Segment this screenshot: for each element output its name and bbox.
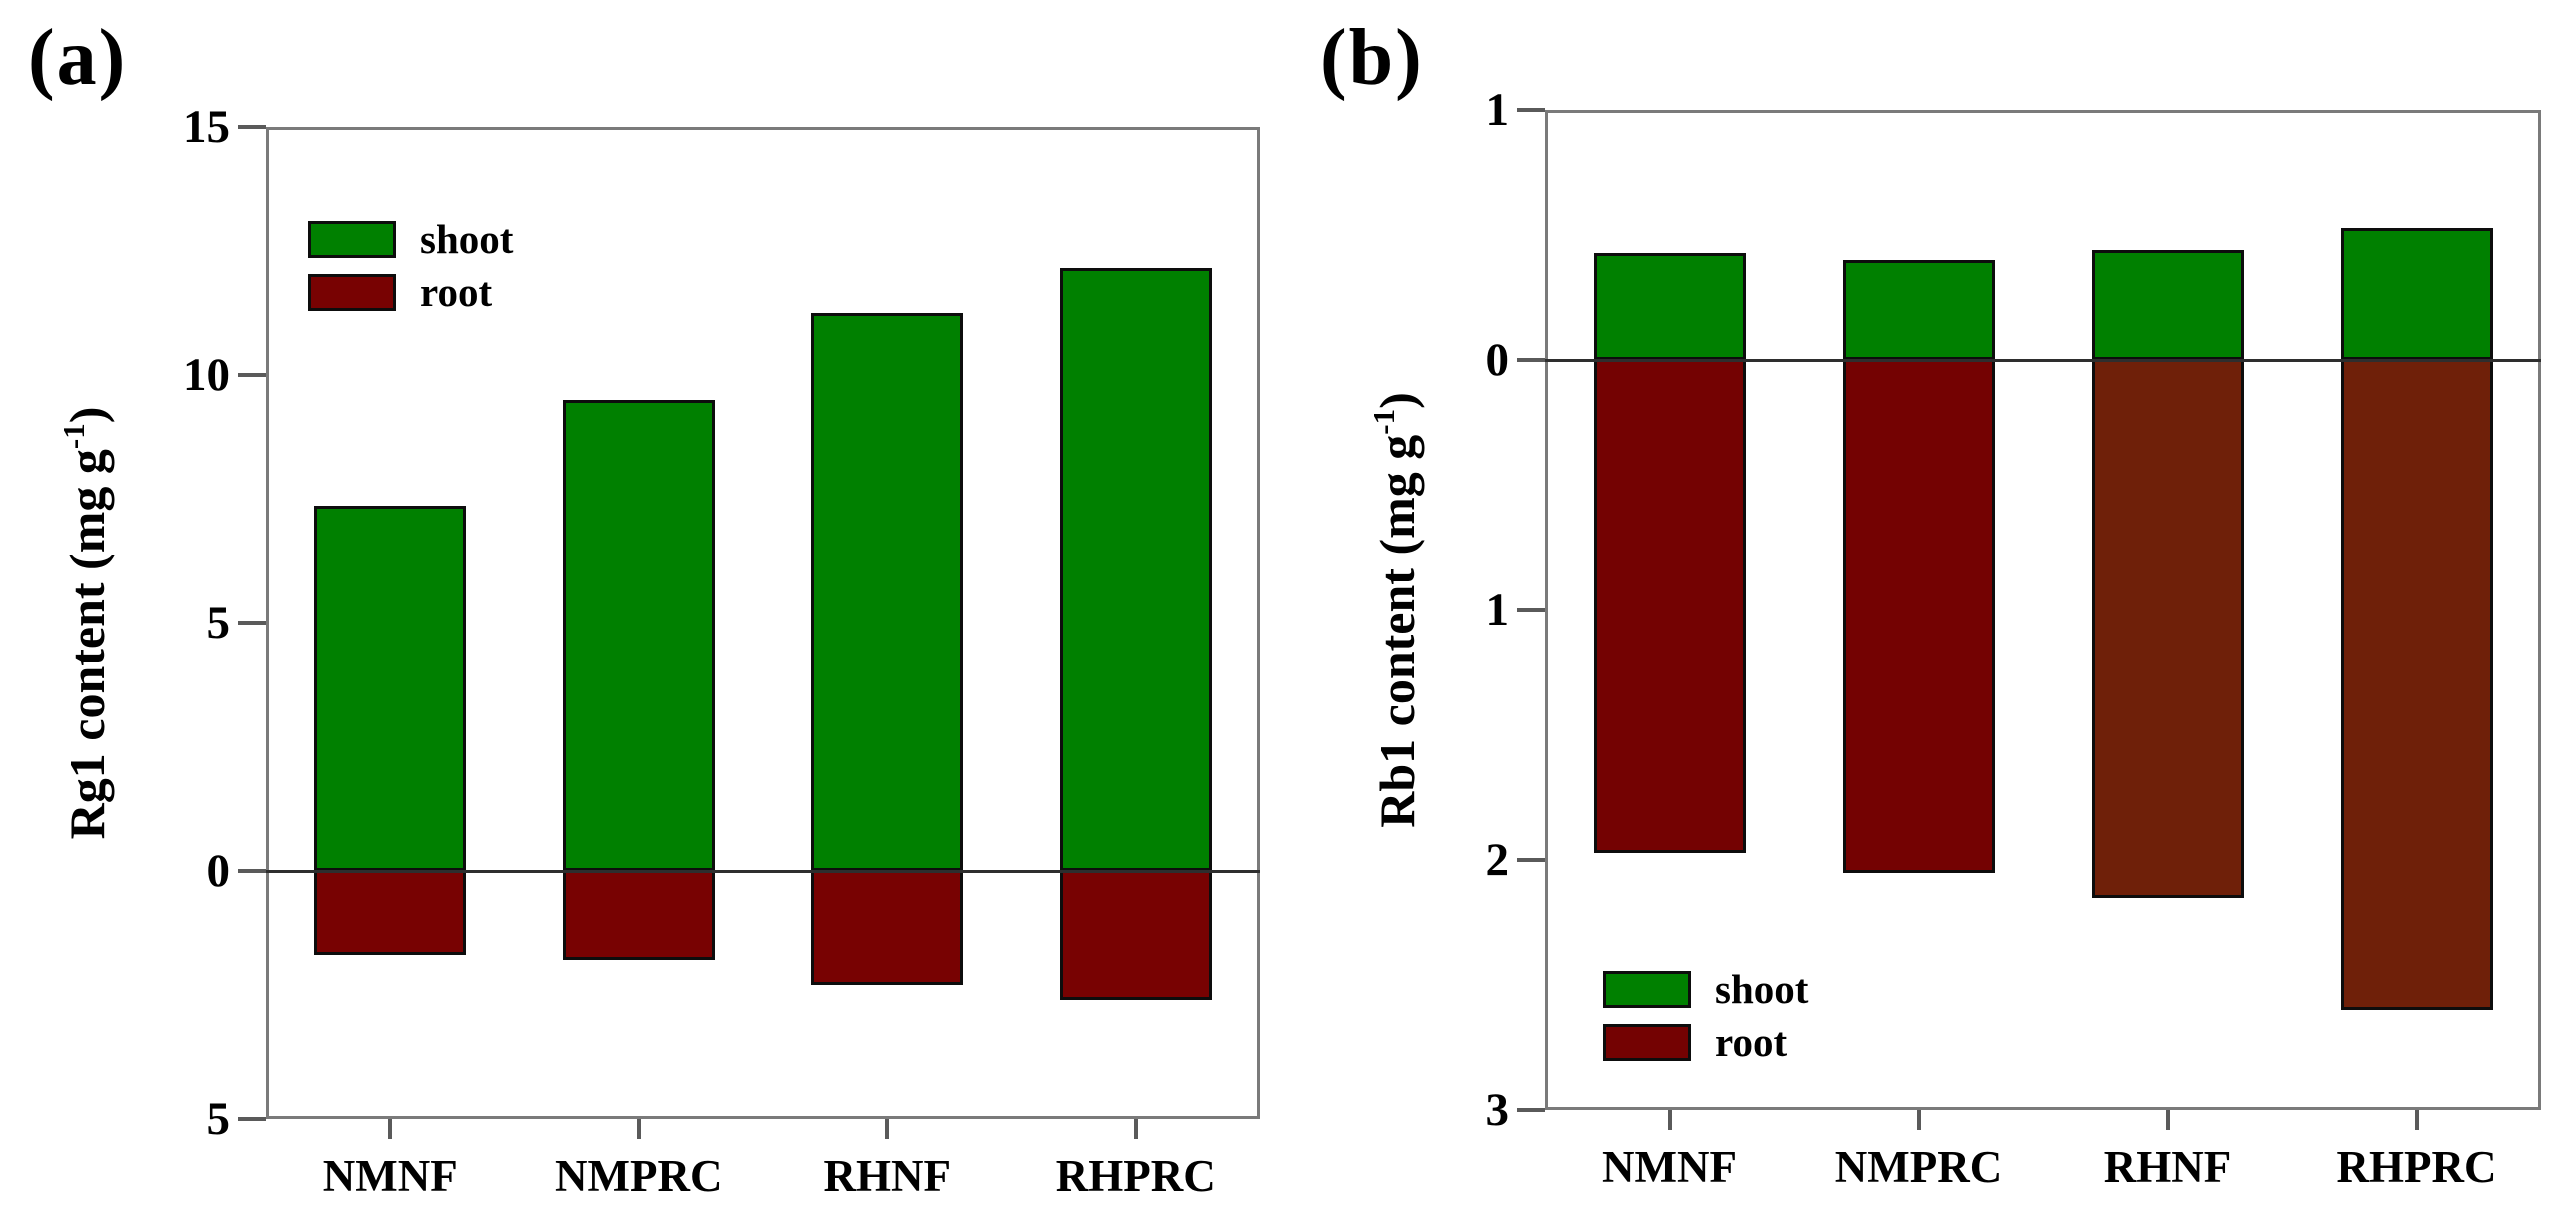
shoot-bar-NMNF <box>1593 252 1746 360</box>
legend-label-shoot: shoot <box>1715 966 1809 1012</box>
shoot-bar-NMNF <box>314 506 467 871</box>
shoot-bar-NMPRC <box>562 399 715 871</box>
x-category-label-RHNF: RHNF <box>823 1151 952 1201</box>
legend-label-shoot: shoot <box>420 216 514 262</box>
legend-row-shoot: shoot <box>308 213 513 266</box>
legend-row-root: root <box>1603 1016 1808 1069</box>
legend-swatch-shoot <box>1603 971 1691 1008</box>
shoot-bar-NMPRC <box>1842 260 1995 360</box>
legend-row-root: root <box>308 266 513 319</box>
y-tick-label: 10 <box>183 349 230 401</box>
y-axis-title-superscript: -1 <box>56 423 91 450</box>
x-tick-mark <box>1133 1119 1138 1139</box>
legend-swatch-shoot <box>308 221 396 258</box>
y-axis-title-close: ) <box>59 406 115 424</box>
x-category-label-NMPRC: NMPRC <box>555 1151 723 1201</box>
y-tick-mark <box>1517 1108 1545 1112</box>
y-tick-label: 1 <box>1485 84 1510 136</box>
y-tick-mark <box>238 125 266 129</box>
x-tick-mark <box>1667 1110 1672 1130</box>
x-category-label-RHPRC: RHPRC <box>1055 1151 1216 1201</box>
root-bar-RHPRC <box>1059 870 1212 1000</box>
y-tick-label: 2 <box>1485 834 1510 886</box>
root-bar-NMNF <box>314 870 467 956</box>
x-category-label-NMPRC: NMPRC <box>1834 1142 2003 1192</box>
legend-label-root: root <box>420 269 493 315</box>
root-bar-NMNF <box>1593 359 1746 853</box>
y-tick-mark <box>1517 608 1545 612</box>
y-tick-label: 0 <box>1485 334 1510 386</box>
shoot-bar-RHNF <box>2091 250 2244 360</box>
x-category-label-NMNF: NMNF <box>322 1151 458 1201</box>
y-tick-label: 1 <box>1485 584 1510 636</box>
legend-label-root: root <box>1715 1019 1788 1065</box>
y-tick-mark <box>238 373 266 377</box>
legend-row-shoot: shoot <box>1603 963 1808 1016</box>
y-tick-label: 5 <box>206 597 231 649</box>
legend-swatch-root <box>308 274 396 311</box>
shoot-bar-RHPRC <box>2340 227 2493 360</box>
zero-axis-line <box>1545 358 2541 362</box>
y-tick-label: 3 <box>1485 1084 1510 1136</box>
x-category-label-RHNF: RHNF <box>2103 1142 2232 1192</box>
shoot-bar-RHNF <box>811 313 964 871</box>
x-tick-mark <box>885 1119 890 1139</box>
root-bar-RHNF <box>2091 359 2244 898</box>
y-tick-mark <box>238 621 266 625</box>
panel-a-label: (a) <box>28 14 128 102</box>
legend-swatch-root <box>1603 1024 1691 1061</box>
y-tick-label: 15 <box>183 101 230 153</box>
y-tick-mark <box>1517 108 1545 112</box>
root-bar-RHNF <box>811 870 964 986</box>
x-tick-mark <box>1916 1110 1921 1130</box>
panel-b-label: (b) <box>1320 14 1424 102</box>
x-tick-mark <box>388 1119 393 1139</box>
shoot-bar-RHPRC <box>1059 268 1212 871</box>
y-tick-mark <box>1517 358 1545 362</box>
root-bar-RHPRC <box>2340 359 2493 1010</box>
x-category-label-NMNF: NMNF <box>1602 1142 1737 1192</box>
legend-panel-b: shoot root <box>1603 963 1808 1069</box>
x-category-label-RHPRC: RHPRC <box>2336 1142 2497 1192</box>
x-tick-mark <box>2414 1110 2419 1130</box>
y-tick-label: 0 <box>206 845 231 897</box>
x-tick-mark <box>2165 1110 2170 1130</box>
y-tick-mark <box>1517 858 1545 862</box>
y-tick-mark <box>238 869 266 873</box>
x-tick-mark <box>636 1119 641 1139</box>
y-tick-mark <box>238 1117 266 1121</box>
y-tick-label: 5 <box>206 1093 231 1145</box>
legend-panel-a: shoot root <box>308 213 513 319</box>
y-axis-title-superscript: -1 <box>1366 408 1401 435</box>
y-axis-title-close: ) <box>1369 392 1425 409</box>
zero-axis-line <box>266 869 1260 873</box>
root-bar-NMPRC <box>562 870 715 961</box>
root-bar-NMPRC <box>1842 359 1995 873</box>
